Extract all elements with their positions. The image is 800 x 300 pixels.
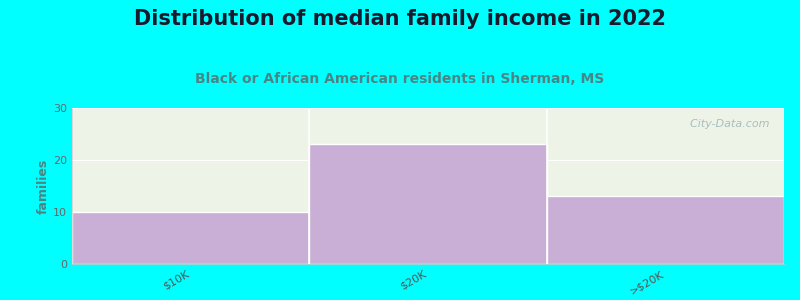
Text: Distribution of median family income in 2022: Distribution of median family income in … (134, 9, 666, 29)
Bar (310, 144, 546, 264)
Text: City-Data.com: City-Data.com (683, 119, 770, 129)
Bar (546, 196, 784, 264)
Bar (72, 212, 310, 264)
Text: Black or African American residents in Sherman, MS: Black or African American residents in S… (195, 72, 605, 86)
Y-axis label: families: families (38, 158, 50, 214)
